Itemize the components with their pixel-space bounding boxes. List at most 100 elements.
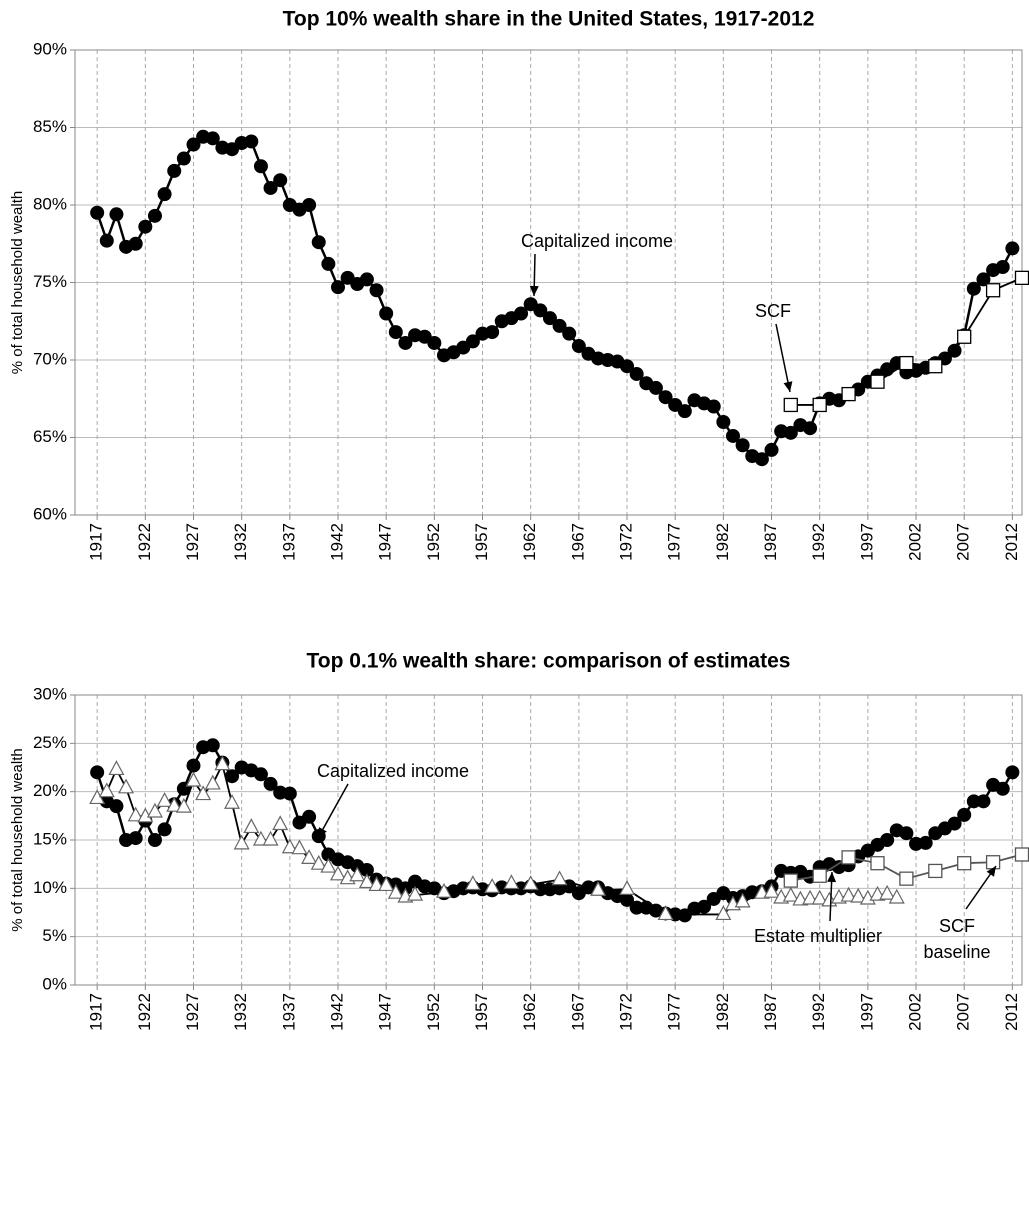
point-marker <box>1005 241 1020 256</box>
point-marker <box>957 807 972 822</box>
y-tick-label: 0% <box>42 974 67 993</box>
point-marker <box>657 905 674 921</box>
annotation-arrowhead <box>827 872 837 883</box>
point-marker <box>388 325 403 340</box>
point-marker <box>783 425 798 440</box>
x-tick-label: 1992 <box>809 523 828 561</box>
point-marker <box>571 339 586 354</box>
point-marker <box>302 198 317 212</box>
point-marker <box>484 878 501 893</box>
y-tick-label: 60% <box>33 504 67 523</box>
point-marker <box>90 765 105 780</box>
annotation-arrow <box>317 783 349 839</box>
point-marker <box>957 856 972 871</box>
y-tick-label: 85% <box>33 117 67 136</box>
point-marker <box>291 839 308 855</box>
x-tick-label: 1997 <box>857 523 876 561</box>
x-tick-label: 1987 <box>761 523 780 561</box>
point-marker <box>99 233 114 248</box>
y-tick-label: 75% <box>33 272 67 291</box>
point-marker <box>782 886 799 902</box>
point-marker <box>985 855 1001 870</box>
point-marker <box>281 838 298 854</box>
point-marker <box>966 281 981 296</box>
point-marker <box>648 380 663 395</box>
point-marker <box>533 303 548 318</box>
x-tick-label: 1977 <box>665 523 684 561</box>
annotation-text: Estate multiplier <box>754 926 882 946</box>
point-marker <box>128 831 143 846</box>
plot-frame <box>74 694 1023 986</box>
point-marker <box>146 802 163 818</box>
point-marker <box>764 442 779 457</box>
y-tick-label: 25% <box>33 733 67 752</box>
point-marker <box>947 816 962 831</box>
point-marker <box>841 850 856 865</box>
y-tick-label: 20% <box>33 781 67 800</box>
y-tick-label: 80% <box>33 194 67 213</box>
point-marker <box>186 758 201 773</box>
point-marker <box>552 318 567 333</box>
point-marker <box>620 359 635 374</box>
chart-title: Top 0.1% wealth share: comparison of est… <box>307 650 791 673</box>
point-marker <box>465 334 480 349</box>
point-marker <box>562 326 577 341</box>
annotation-text: SCF <box>939 916 975 936</box>
x-tick-label: 1967 <box>568 993 587 1031</box>
point-marker <box>204 774 221 790</box>
x-tick-label: 1922 <box>135 523 154 561</box>
point-marker <box>522 875 539 891</box>
point-marker <box>252 830 269 846</box>
point-marker <box>763 882 780 898</box>
point-marker <box>542 311 557 326</box>
series-line <box>95 135 1014 461</box>
point-marker <box>262 830 279 846</box>
x-tick-label: 1937 <box>279 993 298 1031</box>
x-tick-label: 1972 <box>616 523 635 561</box>
point-marker <box>812 397 827 413</box>
x-tick-label: 2002 <box>906 523 925 561</box>
point-marker <box>812 868 827 883</box>
point-marker <box>802 889 819 905</box>
point-marker <box>243 818 260 834</box>
x-tick-label: 1992 <box>809 993 828 1031</box>
point-marker <box>369 283 384 298</box>
point-marker <box>677 908 692 923</box>
point-marker <box>629 366 644 381</box>
point-marker <box>147 833 162 847</box>
point-marker <box>109 207 124 222</box>
y-axis-label: % of total household wealth <box>9 748 26 931</box>
point-marker <box>551 870 568 886</box>
point-marker <box>156 792 173 807</box>
point-marker <box>677 404 692 419</box>
point-marker <box>697 899 712 914</box>
point-marker <box>359 272 374 287</box>
point-marker <box>378 876 395 892</box>
point-marker <box>205 738 220 753</box>
point-marker <box>735 438 750 453</box>
y-tick-label: 65% <box>33 427 67 446</box>
point-marker <box>783 397 798 413</box>
point-marker <box>734 892 751 908</box>
annotation-arrowhead <box>529 285 539 296</box>
point-marker <box>302 809 317 824</box>
point-marker <box>407 885 424 901</box>
x-tick-label: 1942 <box>327 993 346 1031</box>
x-tick-label: 1962 <box>520 993 539 1031</box>
y-tick-label: 15% <box>33 829 67 848</box>
x-tick-label: 2002 <box>906 993 925 1031</box>
point-marker <box>109 799 124 814</box>
x-tick-label: 1937 <box>279 523 298 561</box>
point-marker <box>195 785 212 801</box>
y-axis-label: % of total household wealth <box>9 191 26 374</box>
x-tick-label: 1962 <box>520 523 539 561</box>
point-marker <box>185 771 202 787</box>
point-marker <box>783 873 798 888</box>
point-marker <box>870 374 885 389</box>
point-marker <box>108 760 125 776</box>
point-marker <box>157 187 172 202</box>
x-tick-label: 1952 <box>424 523 443 561</box>
x-tick-label: 1982 <box>713 523 732 561</box>
point-marker <box>398 335 413 350</box>
point-marker <box>127 806 144 822</box>
